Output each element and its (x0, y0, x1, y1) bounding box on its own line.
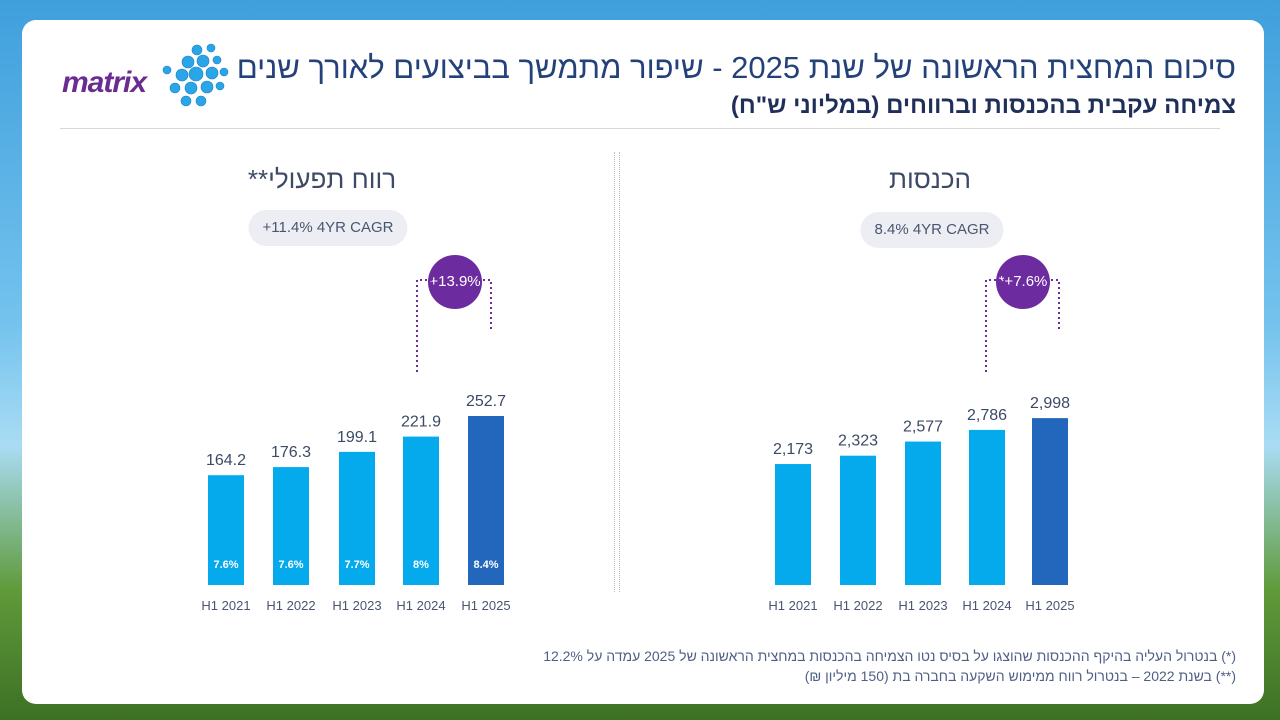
profit-category-label: H1 2024 (396, 598, 445, 613)
logo-text: matrix (62, 66, 147, 99)
revenue-value-label: 2,577 (903, 419, 943, 436)
profit-growth-bubble: +13.9% (428, 255, 482, 309)
header-divider (60, 128, 1220, 129)
page-title: סיכום המחצית הראשונה של שנת 2025 - שיפור… (236, 50, 1236, 85)
profit-margin-label: 7.6% (278, 559, 303, 571)
profit-bar (273, 467, 309, 585)
revenue-bar (905, 441, 941, 585)
revenue-connector-right (1046, 279, 1060, 330)
revenue-growth-bubble: *+7.6% (996, 255, 1050, 309)
profit-margin-label: 8% (413, 559, 429, 571)
profit-margin-label: 7.6% (213, 559, 238, 571)
charts-svg: 2,173 H1 2021 2,323 H1 2022 2,577 H1 2023 2,78… (201, 279, 1075, 613)
profit-bar (403, 436, 439, 585)
revenue-value-label: 2,998 (1030, 395, 1070, 412)
profit-bar (208, 475, 244, 585)
revenue-value-label: 2,786 (967, 407, 1007, 424)
revenue-bars: 2,173 H1 2021 2,323 H1 2022 2,577 H1 2023 2,78… (768, 395, 1074, 613)
profit-bars: 164.2 H1 2021 7.6% 176.3 H1 2022 7.6% 199.1 H1 … (201, 393, 510, 613)
profit-category-label: H1 2023 (332, 598, 381, 613)
profit-category-label: H1 2022 (266, 598, 315, 613)
revenue-bar (775, 464, 811, 585)
profit-value-label: 252.7 (466, 393, 506, 410)
profit-bar (468, 416, 504, 585)
revenue-bar (969, 429, 1005, 585)
revenue-chart-title: הכנסות (888, 164, 972, 194)
profit-category-label: H1 2025 (461, 598, 510, 613)
profit-category-label: H1 2021 (201, 598, 250, 613)
revenue-category-label: H1 2023 (898, 598, 947, 613)
revenue-category-label: H1 2021 (768, 598, 817, 613)
footnote-revenue: (*) בנטרול העליה בהיקף ההכנסות שהוצגו על… (543, 648, 1236, 664)
slide-card: matrix סיכום המחצית הראשונה של שנת 2025 … (22, 20, 1264, 704)
revenue-category-label: H1 2022 (833, 598, 882, 613)
revenue-category-label: H1 2025 (1025, 598, 1074, 613)
revenue-value-label: 2,173 (773, 441, 813, 458)
footnotes: (*) בנטרול העליה בהיקף ההכנסות שהוצגו על… (543, 646, 1236, 686)
profit-margin-label: 8.4% (473, 559, 498, 571)
profit-value-label: 199.1 (337, 429, 377, 446)
profit-margin-label: 7.7% (344, 559, 369, 571)
revenue-value-label: 2,323 (838, 433, 878, 450)
profit-value-label: 164.2 (206, 452, 246, 469)
profit-bar (339, 451, 375, 585)
logo-dots-icon (162, 43, 229, 107)
revenue-cagr-badge: 8.4% 4YR CAGR (860, 212, 1004, 248)
panel-divider (614, 152, 620, 592)
profit-value-label: 221.9 (401, 414, 441, 431)
profit-connector-left (416, 279, 433, 372)
revenue-connector-left (985, 279, 1001, 372)
matrix-logo: matrix (62, 42, 232, 112)
revenue-bar (1032, 418, 1068, 585)
profit-value-label: 176.3 (271, 444, 311, 461)
page-subtitle: צמיחה עקבית בהכנסות וברווחים (במליוני ש"… (730, 92, 1236, 119)
profit-connector-right (478, 279, 492, 330)
profit-cagr-badge: +11.4% 4YR CAGR (248, 210, 408, 246)
footnote-profit: (**) בשנת 2022 – בנטרול רווח ממימוש השקע… (804, 668, 1236, 684)
revenue-category-label: H1 2024 (962, 598, 1011, 613)
revenue-bar (840, 455, 876, 585)
profit-chart-title: רווח תפעולי** (247, 164, 397, 194)
